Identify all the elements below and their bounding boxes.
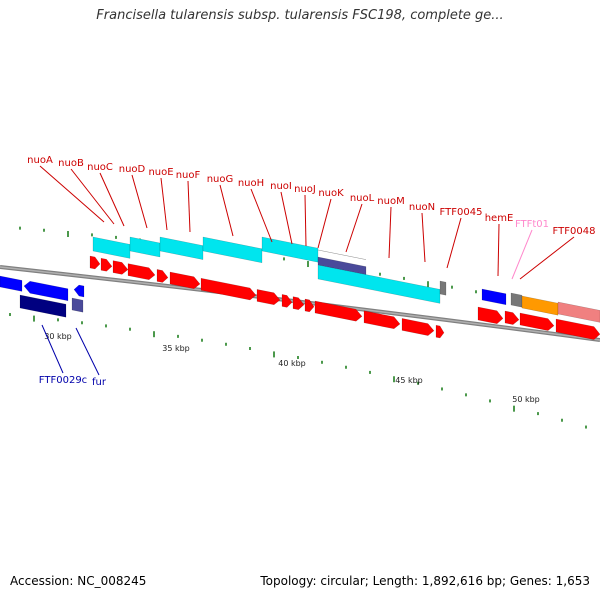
gene-label-leader: [160, 177, 168, 231]
gene-label-nuom[interactable]: nuoM: [377, 196, 404, 207]
cds-forward-arrow: [504, 310, 520, 325]
cds-reverse-arrow: [23, 280, 69, 302]
gene-label-nuoj[interactable]: nuoJ: [294, 184, 316, 195]
gene-block-segment: [202, 236, 263, 264]
spacer: [317, 249, 367, 260]
cds-forward-arrow: [363, 310, 401, 330]
gene-label-ftf0029c[interactable]: FTF0029c: [39, 375, 87, 386]
cds-forward-arrow: [169, 271, 201, 290]
gene-label-ftft01[interactable]: FTFt01: [515, 219, 549, 230]
cds-forward-arrow: [100, 257, 113, 272]
gene-label-leader: [250, 188, 273, 243]
kbp-label: 30 kbp: [44, 332, 72, 341]
gene-label-nuon[interactable]: nuoN: [409, 202, 435, 213]
cds-reverse-arrow: [73, 284, 85, 298]
gene-label-leader: [187, 180, 191, 233]
gene-label-leader: [280, 191, 293, 245]
gene-orange-block: [521, 295, 559, 316]
gene-label-leader: [317, 198, 332, 249]
gene-label-nuoe[interactable]: nuoE: [148, 167, 173, 178]
kbp-label: 45 kbp: [395, 376, 423, 385]
gene-label-leader: [70, 168, 115, 225]
cds-forward-arrow: [435, 324, 445, 339]
cds-reverse-block-dark: [19, 294, 67, 318]
gene-grey-block: [510, 292, 523, 308]
gene-label-leader: [497, 223, 500, 277]
gene-label-leader: [519, 236, 575, 280]
gene-label-leader: [99, 172, 125, 227]
gene-label-nuoi[interactable]: nuoI: [270, 181, 292, 192]
cds-forward-arrow: [555, 318, 600, 340]
genome-summary-text: Topology: circular; Length: 1,892,616 bp…: [260, 574, 590, 588]
gene-label-nuoc[interactable]: nuoC: [87, 162, 113, 173]
gene-label-ftf0048[interactable]: FTF0048: [553, 226, 596, 237]
cds-reverse-block: [481, 288, 507, 306]
gene-label-leader: [219, 184, 234, 237]
cds-forward-arrow: [304, 298, 315, 313]
gene-label-leader: [304, 194, 307, 247]
gene-label-heme[interactable]: hemE: [485, 213, 514, 224]
cds-forward-arrow: [519, 312, 555, 331]
gene-label-nuod[interactable]: nuoD: [119, 164, 146, 175]
gene-label-nuog[interactable]: nuoG: [207, 174, 234, 185]
cds-forward-arrow: [256, 289, 281, 306]
gene-block-segment: [317, 264, 441, 304]
cds-forward-arrow: [292, 296, 305, 310]
gene-label-nuoa[interactable]: nuoA: [27, 155, 53, 166]
gene-block-grey: [439, 280, 447, 296]
gene-label-nuol[interactable]: nuoL: [350, 193, 375, 204]
cds-forward-arrow: [112, 260, 129, 275]
gene-label-leader: [446, 217, 462, 269]
kbp-label: 40 kbp: [278, 359, 306, 368]
cds-forward-arrow: [89, 255, 101, 270]
gene-label-nuob[interactable]: nuoB: [58, 158, 84, 169]
gene-label-leader: [39, 165, 105, 223]
gene-block-segment: [159, 236, 204, 260]
cds-forward-arrow: [477, 306, 504, 325]
map-title: Francisella tularensis subsp. tularensis…: [96, 8, 504, 23]
gene-salmon-block: [557, 301, 600, 323]
accession-text: Accession: NC_008245: [10, 574, 147, 588]
cds-forward-arrow: [200, 277, 257, 301]
gene-label-leader: [421, 212, 426, 263]
cds-forward-arrow: [156, 269, 169, 283]
gene-label-leader: [511, 229, 533, 280]
kbp-label: 50 kbp: [512, 395, 540, 404]
gene-block-segment: [261, 236, 319, 263]
gene-label-ftf0045[interactable]: FTF0045: [440, 207, 483, 218]
gene-block-segment: [129, 236, 161, 258]
gene-label-fur[interactable]: fur: [92, 377, 107, 388]
gene-label-leader: [388, 206, 392, 259]
cds-forward-arrow: [281, 294, 293, 308]
cds-forward-arrow: [314, 300, 363, 322]
gene-label-nuoh[interactable]: nuoH: [238, 178, 264, 189]
gene-label-leader: [131, 174, 148, 229]
gene-block-segment: [92, 236, 131, 259]
gene-label-nuof[interactable]: nuoF: [176, 170, 201, 181]
kbp-label: 35 kbp: [162, 344, 190, 353]
cds-forward-arrow: [127, 263, 156, 281]
cds-reverse-block: [0, 275, 23, 292]
gene-label-leader: [75, 327, 100, 376]
gene-label-leader: [41, 324, 64, 374]
gene-label-leader: [345, 203, 363, 253]
cds-forward-arrow: [401, 318, 435, 336]
cds-slate-block: [71, 297, 84, 313]
gene-label-nuok[interactable]: nuoK: [318, 188, 344, 199]
